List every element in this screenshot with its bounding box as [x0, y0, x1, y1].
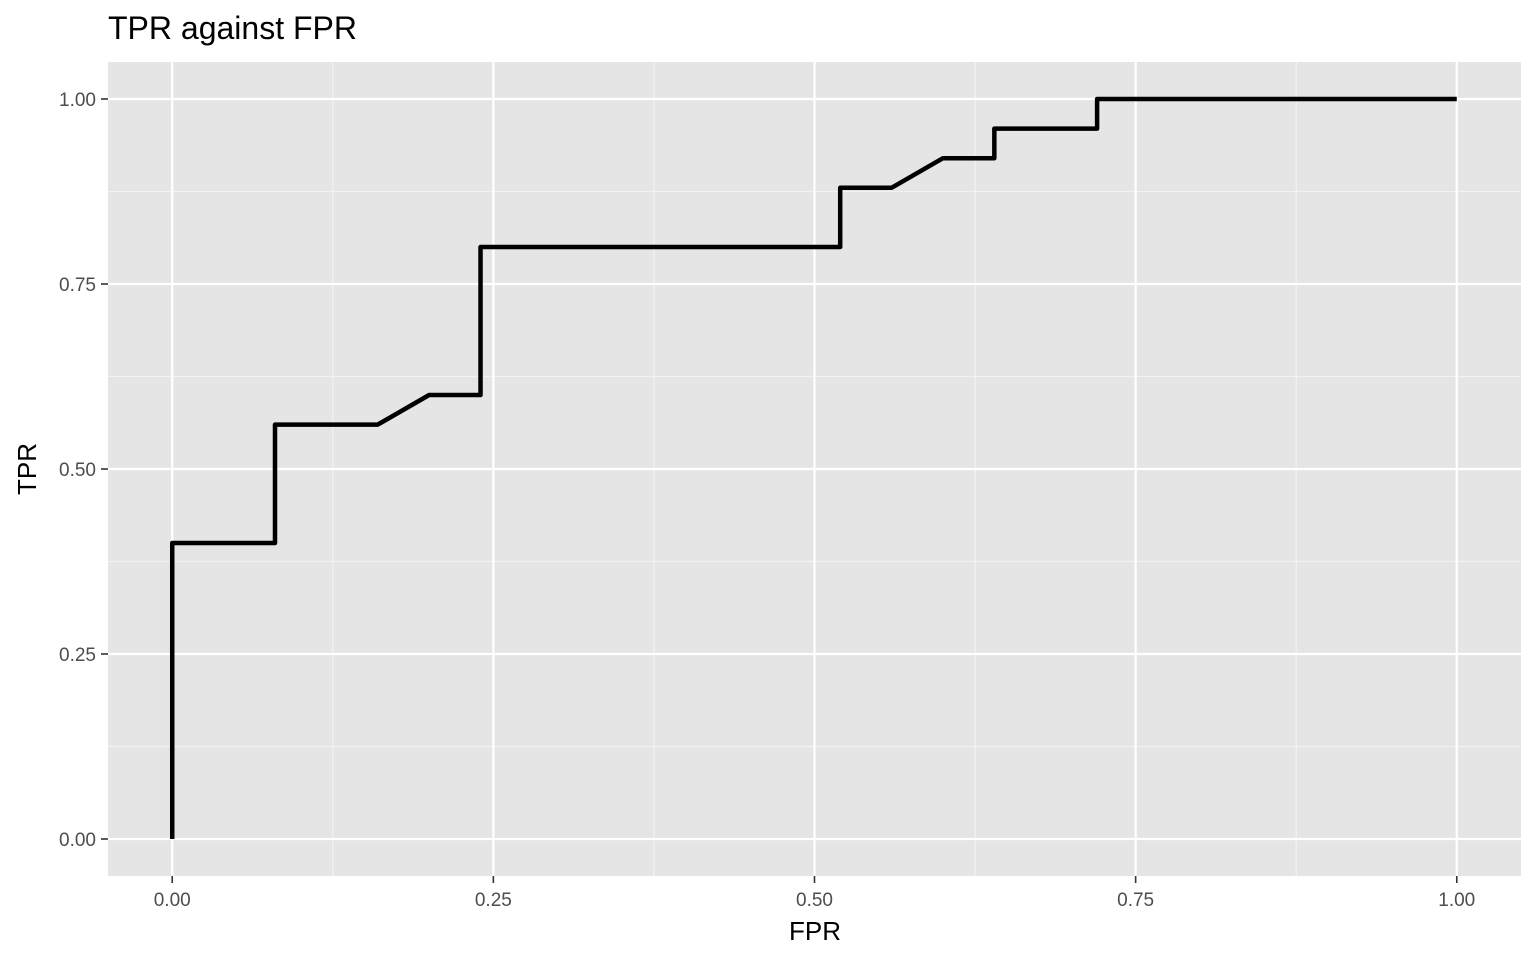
- grid-major: [108, 62, 1521, 876]
- x-tick-label: 0.50: [796, 890, 833, 911]
- y-axis-ticks: 0.00 0.25 0.50 0.75 1.00: [59, 90, 108, 851]
- chart-title: TPR against FPR: [108, 10, 357, 46]
- y-tick-label: 0.25: [59, 645, 96, 666]
- x-axis-ticks: 0.00 0.25 0.50 0.75 1.00: [154, 876, 1475, 911]
- y-tick-label: 0.50: [59, 460, 96, 481]
- x-tick-label: 1.00: [1438, 890, 1475, 911]
- x-axis-title: FPR: [789, 916, 841, 946]
- x-tick-label: 0.00: [154, 890, 191, 911]
- y-tick-label: 0.75: [59, 275, 96, 296]
- roc-curve: [169, 96, 1457, 839]
- y-tick-label: 1.00: [59, 90, 96, 111]
- x-tick-label: 0.25: [475, 890, 512, 911]
- x-tick-label: 0.75: [1117, 890, 1154, 911]
- y-tick-label: 0.00: [59, 830, 96, 851]
- y-axis-title: TPR: [12, 443, 42, 495]
